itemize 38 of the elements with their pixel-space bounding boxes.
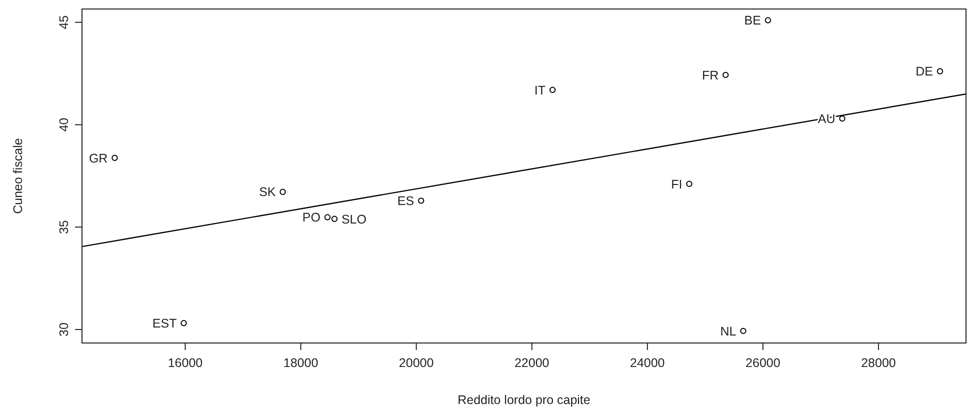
point xyxy=(549,86,556,93)
point xyxy=(936,68,944,74)
x-tick-label: 18000 xyxy=(283,356,318,370)
point xyxy=(722,72,729,78)
x-axis-title: Reddito lordo pro capite xyxy=(458,393,590,407)
point xyxy=(418,198,424,204)
x-tick-label: 26000 xyxy=(746,356,780,370)
point xyxy=(331,216,338,222)
data-label: FI xyxy=(671,177,682,192)
point xyxy=(686,180,692,187)
point xyxy=(839,115,846,122)
data-label: NL xyxy=(720,324,736,338)
data-label: SLO xyxy=(341,212,367,226)
data-label: FR xyxy=(702,68,719,82)
data-label: IT xyxy=(534,83,546,98)
x-tick-label: 20000 xyxy=(398,356,434,370)
point xyxy=(280,188,286,195)
x-tick-label: 24000 xyxy=(630,356,665,370)
data-label: EST xyxy=(152,316,178,331)
y-tick-label: 30 xyxy=(57,322,71,336)
point xyxy=(764,17,772,24)
y-axis-title: Cuneo fiscale xyxy=(11,138,25,214)
point xyxy=(112,154,118,161)
x-tick-label: 16000 xyxy=(168,356,203,370)
data-label: BE xyxy=(744,14,761,28)
y-tick-label: 35 xyxy=(57,220,71,234)
x-tick-label: 22000 xyxy=(514,356,550,370)
x-tick-label: 28000 xyxy=(861,356,896,370)
point xyxy=(180,320,187,326)
y-tick-label: 45 xyxy=(57,15,71,30)
data-label: ES xyxy=(397,194,414,208)
point xyxy=(324,214,331,220)
data-label: GR xyxy=(88,151,108,166)
data-label: PO xyxy=(302,210,321,225)
point xyxy=(740,328,746,334)
data-label: DE xyxy=(916,64,934,79)
data-label: SK xyxy=(259,185,276,200)
y-tick-label: 40 xyxy=(57,118,71,132)
